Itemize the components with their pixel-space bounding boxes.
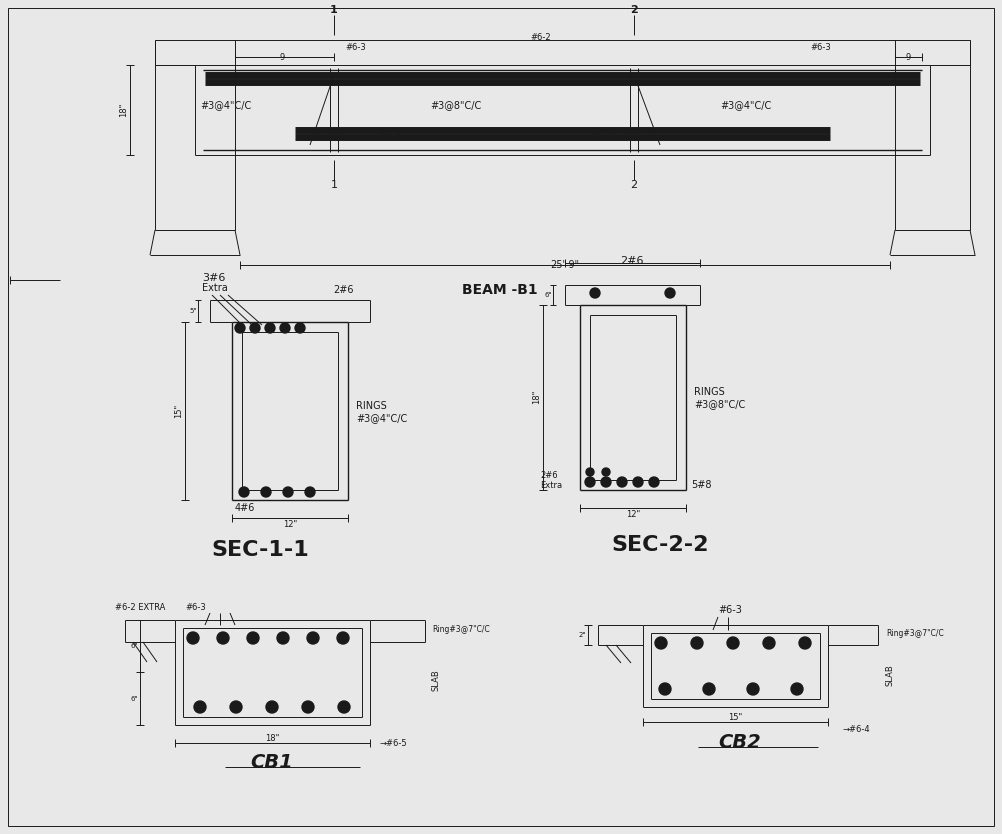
Text: #3@4"C/C: #3@4"C/C xyxy=(720,100,772,110)
Circle shape xyxy=(649,477,659,487)
Circle shape xyxy=(590,288,600,298)
Text: 6": 6" xyxy=(544,292,552,298)
Circle shape xyxy=(247,632,259,644)
Text: 9: 9 xyxy=(280,53,285,62)
Text: 2#6: 2#6 xyxy=(620,256,643,266)
Text: →#6-5: →#6-5 xyxy=(380,738,408,747)
Text: #6-3: #6-3 xyxy=(718,605,741,615)
Circle shape xyxy=(747,683,759,695)
Text: RINGS: RINGS xyxy=(694,387,724,397)
Text: Extra: Extra xyxy=(202,283,227,293)
Text: #6-2: #6-2 xyxy=(530,33,551,42)
Circle shape xyxy=(277,632,289,644)
Circle shape xyxy=(691,637,703,649)
Text: Extra: Extra xyxy=(540,480,562,490)
Text: 15": 15" xyxy=(727,713,742,722)
Text: SLAB: SLAB xyxy=(432,669,441,691)
Text: CB1: CB1 xyxy=(250,753,294,772)
Circle shape xyxy=(602,468,610,476)
Text: #6-2 EXTRA: #6-2 EXTRA xyxy=(115,604,165,612)
Text: 1: 1 xyxy=(330,5,338,15)
Circle shape xyxy=(337,632,349,644)
Circle shape xyxy=(235,323,245,333)
Circle shape xyxy=(187,632,199,644)
Circle shape xyxy=(295,323,305,333)
Circle shape xyxy=(305,487,315,497)
Text: #6-3: #6-3 xyxy=(345,43,366,52)
Text: 18": 18" xyxy=(119,103,128,118)
Circle shape xyxy=(266,701,278,713)
Text: 9: 9 xyxy=(906,53,911,62)
Text: 12": 12" xyxy=(283,520,298,529)
Circle shape xyxy=(617,477,627,487)
Text: SEC-2-2: SEC-2-2 xyxy=(611,535,708,555)
Text: 2: 2 xyxy=(630,5,638,15)
Circle shape xyxy=(230,701,242,713)
Circle shape xyxy=(265,323,275,333)
Text: 2": 2" xyxy=(578,632,586,638)
Text: 5#8: 5#8 xyxy=(691,480,711,490)
Circle shape xyxy=(665,288,675,298)
Circle shape xyxy=(727,637,739,649)
Text: Ring#3@7"C/C: Ring#3@7"C/C xyxy=(886,629,944,637)
Circle shape xyxy=(586,468,594,476)
Circle shape xyxy=(250,323,260,333)
Circle shape xyxy=(585,477,595,487)
Text: 2: 2 xyxy=(630,180,637,190)
Circle shape xyxy=(283,487,293,497)
Circle shape xyxy=(307,632,319,644)
Circle shape xyxy=(261,487,271,497)
Circle shape xyxy=(280,323,290,333)
Text: 6": 6" xyxy=(130,643,138,649)
Circle shape xyxy=(338,701,350,713)
Text: 15": 15" xyxy=(174,404,183,418)
Text: 1: 1 xyxy=(331,180,338,190)
Circle shape xyxy=(239,487,249,497)
Circle shape xyxy=(763,637,775,649)
Text: 3#6: 3#6 xyxy=(202,273,225,283)
Text: Ring#3@7"C/C: Ring#3@7"C/C xyxy=(432,626,490,635)
Circle shape xyxy=(194,701,206,713)
Circle shape xyxy=(302,701,314,713)
Text: #6-3: #6-3 xyxy=(185,604,205,612)
Text: SEC-1-1: SEC-1-1 xyxy=(211,540,309,560)
Circle shape xyxy=(791,683,803,695)
Text: RINGS: RINGS xyxy=(356,401,387,411)
Text: #3@8"C/C: #3@8"C/C xyxy=(694,399,745,409)
Text: 18": 18" xyxy=(532,389,541,404)
Text: 12": 12" xyxy=(626,510,640,519)
Text: SLAB: SLAB xyxy=(886,664,895,686)
Text: 18": 18" xyxy=(265,734,280,743)
Text: #3@4"C/C: #3@4"C/C xyxy=(356,413,407,423)
Text: #6-2: #6-2 xyxy=(590,130,610,139)
Text: 2#6: 2#6 xyxy=(333,285,354,295)
Text: #6-4: #6-4 xyxy=(380,130,401,139)
Text: #3@8"C/C: #3@8"C/C xyxy=(430,100,481,110)
Text: →#6-4: →#6-4 xyxy=(843,725,871,733)
Circle shape xyxy=(633,477,643,487)
Text: 4#6: 4#6 xyxy=(235,503,256,513)
Text: #3@4"C/C: #3@4"C/C xyxy=(200,100,252,110)
Text: #6-3: #6-3 xyxy=(810,43,831,52)
Circle shape xyxy=(799,637,811,649)
Text: CB2: CB2 xyxy=(718,732,762,751)
Text: BEAM -B1: BEAM -B1 xyxy=(462,283,538,297)
Circle shape xyxy=(659,683,671,695)
Circle shape xyxy=(217,632,229,644)
Circle shape xyxy=(703,683,715,695)
Text: 25'-9": 25'-9" xyxy=(550,260,579,270)
Circle shape xyxy=(655,637,667,649)
Text: 2#6: 2#6 xyxy=(540,470,558,480)
Text: 5": 5" xyxy=(189,308,197,314)
Circle shape xyxy=(601,477,611,487)
Text: 6": 6" xyxy=(130,696,138,702)
